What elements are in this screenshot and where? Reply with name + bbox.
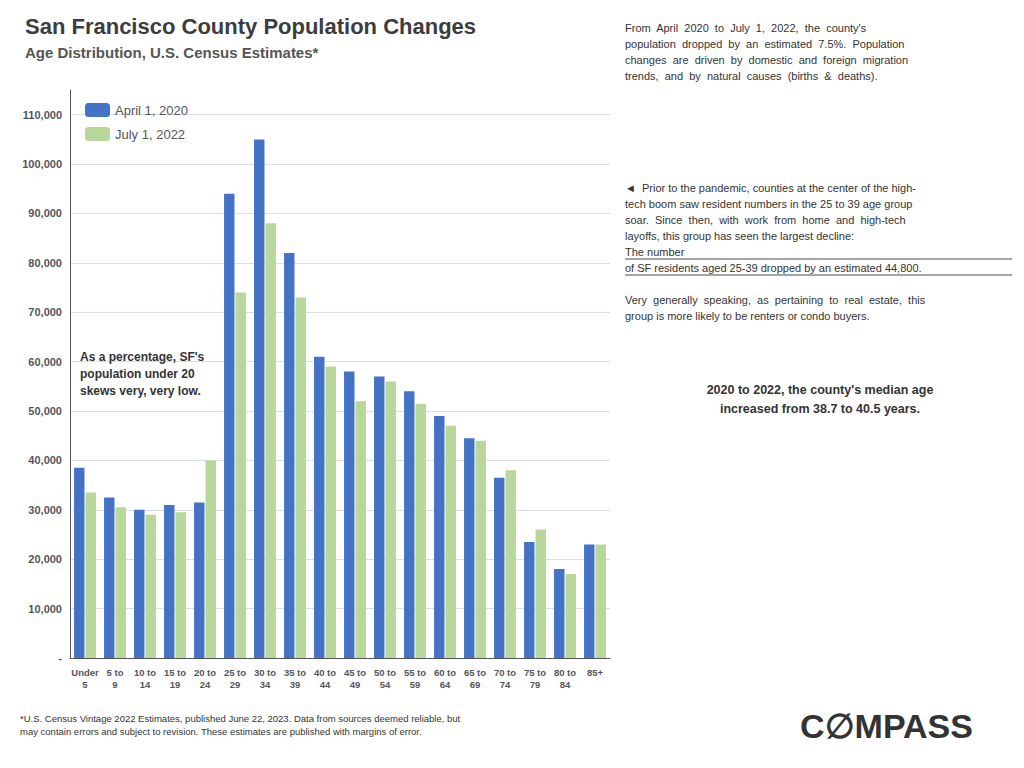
svg-text:April 1, 2020: April 1, 2020 [115, 103, 188, 118]
svg-text:15 to: 15 to [164, 667, 186, 678]
svg-text:39: 39 [290, 679, 301, 690]
svg-text:100,000: 100,000 [22, 158, 62, 170]
svg-text:60,000: 60,000 [28, 356, 62, 368]
svg-text:increased from 38.7 to 40.5 ye: increased from 38.7 to 40.5 years. [720, 402, 920, 416]
svg-text:may contain errors and subject: may contain errors and subject to revisi… [20, 726, 422, 737]
svg-text:changes are driven by dome: changes are driven by domestic and forei… [625, 54, 908, 66]
svg-text:29: 29 [230, 679, 241, 690]
svg-text:tech boom saw resident numbers: tech boom saw resident numbers in the 25… [625, 198, 912, 210]
svg-text:19: 19 [170, 679, 181, 690]
svg-text:35 to: 35 to [284, 667, 306, 678]
svg-text:70 to: 70 to [494, 667, 516, 678]
svg-text:65 to: 65 to [464, 667, 486, 678]
svg-text:49: 49 [350, 679, 361, 690]
svg-text:-: - [58, 652, 62, 664]
svg-text:5: 5 [82, 679, 88, 690]
svg-text:50,000: 50,000 [28, 405, 62, 417]
svg-text:From April 2020 to July 1: From April 2020 to July 1, 2022, the cou… [625, 22, 867, 34]
svg-text:54: 54 [380, 679, 391, 690]
svg-text:85+: 85+ [587, 667, 604, 678]
svg-text:14: 14 [140, 679, 151, 690]
svg-text:64: 64 [440, 679, 451, 690]
svg-text:34: 34 [260, 679, 271, 690]
svg-text:trends, and by natural cau: trends, and by natural causes (births & … [625, 70, 878, 82]
svg-text:9: 9 [112, 679, 117, 690]
svg-text:60 to: 60 to [434, 667, 456, 678]
svg-text:10,000: 10,000 [28, 603, 62, 615]
svg-text:80 to: 80 to [554, 667, 576, 678]
svg-text:As a percentage, SF's: As a percentage, SF's [80, 350, 205, 364]
svg-text:group is more likely to be ren: group is more likely to be renters or co… [625, 310, 870, 322]
svg-text:20,000: 20,000 [28, 553, 62, 565]
svg-text:10 to: 10 to [134, 667, 156, 678]
svg-text:Age Distribution, U.S. Census: Age Distribution, U.S. Census Estimates* [25, 44, 319, 61]
svg-text:55 to: 55 to [404, 667, 426, 678]
svg-text:75 to: 75 to [524, 667, 546, 678]
svg-text:110,000: 110,000 [23, 109, 62, 121]
svg-text:San Francisco County Populatio: San Francisco County Population Changes [25, 14, 476, 39]
svg-text:24: 24 [200, 679, 211, 690]
svg-text:25 to: 25 to [224, 667, 246, 678]
svg-text:Very generally speaking, as: Very generally speaking, as pertaining t… [625, 294, 926, 306]
svg-text:40,000: 40,000 [28, 454, 62, 466]
svg-text:Under: Under [71, 667, 99, 678]
svg-text:44: 44 [320, 679, 331, 690]
svg-text:layoffs, this group has seen t: layoffs, this group has seen the largest… [625, 230, 854, 242]
svg-text:20 to: 20 to [194, 667, 216, 678]
svg-text:of SF residents aged 25-39 dro: of SF residents aged 25-39 dropped by an… [625, 262, 922, 274]
svg-text:30,000: 30,000 [28, 504, 62, 516]
svg-text:5 to: 5 to [107, 667, 124, 678]
svg-text:population under 20: population under 20 [80, 367, 195, 381]
svg-text:population dropped by an e: population dropped by an estimated 7.5%.… [625, 38, 904, 50]
svg-text:soar. Since then, with wor: soar. Since then, with work from home an… [625, 214, 906, 226]
svg-text:70,000: 70,000 [28, 306, 62, 318]
svg-text:40 to: 40 to [314, 667, 336, 678]
svg-text:80,000: 80,000 [28, 257, 62, 269]
svg-text:C∅MPASS: C∅MPASS [800, 707, 973, 745]
svg-text:The number: The number [625, 246, 685, 258]
svg-text:2020 to 2022, the county's med: 2020 to 2022, the county's median age [707, 383, 934, 397]
svg-text:◄ Prior to the pandemic, coun: ◄ Prior to the pandemic, counties at the… [625, 182, 916, 194]
svg-text:69: 69 [470, 679, 481, 690]
svg-text:84: 84 [560, 679, 571, 690]
svg-text:79: 79 [530, 679, 541, 690]
svg-text:90,000: 90,000 [28, 207, 62, 219]
svg-text:skews very, very low.: skews very, very low. [80, 384, 201, 398]
svg-text:59: 59 [410, 679, 421, 690]
svg-text:July 1, 2022: July 1, 2022 [115, 127, 185, 142]
svg-text:45 to: 45 to [344, 667, 366, 678]
svg-text:74: 74 [500, 679, 511, 690]
svg-text:50 to: 50 to [374, 667, 396, 678]
svg-text:30 to: 30 to [254, 667, 276, 678]
svg-text:*U.S. Census Vintage 2022 Esti: *U.S. Census Vintage 2022 Estimates, pub… [20, 713, 461, 724]
